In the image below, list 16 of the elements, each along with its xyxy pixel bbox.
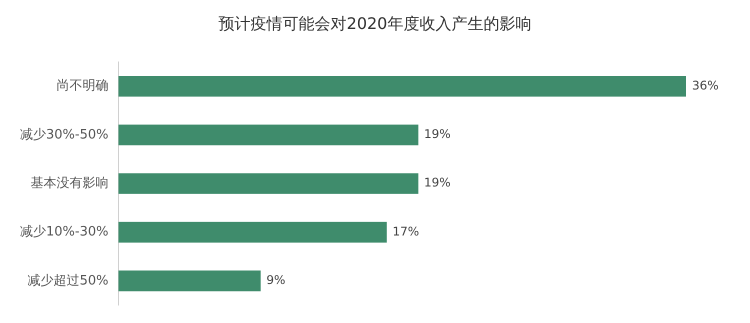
data-label: 19% (424, 127, 451, 142)
y-tick-label: 减少30%-50% (20, 127, 108, 142)
chart-title: 预计疫情可能会对2020年度收入产生的影响 (218, 14, 532, 35)
y-tick-label: 尚不明确 (56, 78, 108, 94)
data-label: 19% (424, 176, 451, 190)
bar (118, 76, 686, 97)
data-label: 17% (392, 224, 420, 238)
bar (118, 173, 418, 194)
data-label: 36% (692, 78, 719, 92)
y-tick-label: 减少10%-30% (20, 224, 108, 240)
y-tick-label: 基本没有影响 (30, 176, 108, 191)
y-tick-label: 减少超过50% (28, 273, 108, 288)
bar (118, 222, 387, 243)
data-label: 9% (266, 273, 286, 288)
bar (118, 124, 418, 146)
bar (118, 270, 261, 292)
